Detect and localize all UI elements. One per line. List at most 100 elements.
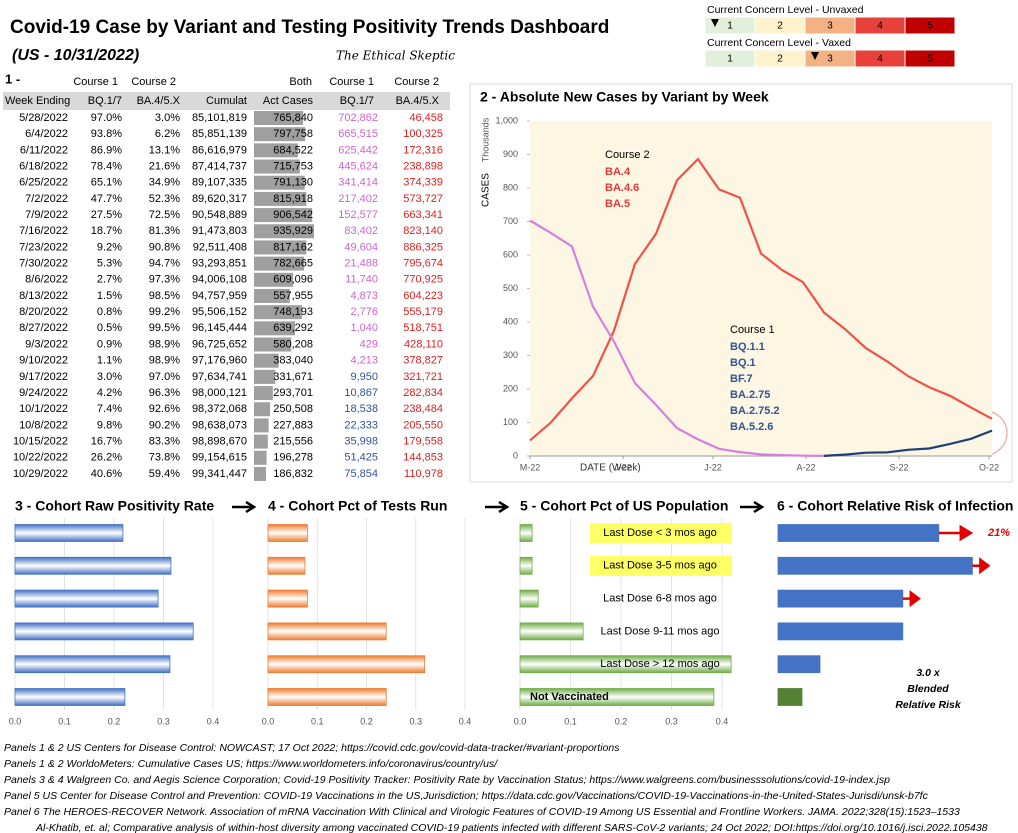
cumulative: 89,620,317 <box>192 193 247 205</box>
arrow <box>485 500 510 514</box>
week-ending: 10/1/2022 <box>19 403 68 415</box>
act-cases: 293,701 <box>273 387 313 399</box>
cumulative: 85,101,819 <box>192 112 247 124</box>
act-cases: 580,208 <box>273 338 313 350</box>
week-ending: 10/15/2022 <box>13 436 68 448</box>
cumulative: 92,511,408 <box>193 241 247 253</box>
footnote: Panels 1 & 2 WorldoMeters: Cumulative Ca… <box>4 758 498 770</box>
bar <box>519 524 533 542</box>
concern-marker <box>711 19 719 27</box>
act-cases-bar <box>254 224 314 239</box>
course1-pct: 27.5% <box>91 209 122 221</box>
act-cases-bar <box>254 466 266 481</box>
act-cases-bar <box>254 111 304 125</box>
x-tick-label: 0.4 <box>207 716 220 726</box>
concern-level: 5 <box>927 54 933 65</box>
act-cases-bar <box>254 418 269 433</box>
footnote: Panel 5 US Center for Disease Control an… <box>4 790 929 802</box>
table-header-top: Course 1 <box>73 76 118 88</box>
x-axis-label: DATE (Week) <box>580 463 641 474</box>
label-highlight <box>590 555 732 576</box>
course1-pct: 78.4% <box>91 160 122 172</box>
act-cases-bar <box>254 337 292 352</box>
act-cases: 748,193 <box>273 306 313 318</box>
category-label: Last Dose 3-5 mos ago <box>603 560 717 572</box>
y-tick-label: 100 <box>503 417 518 427</box>
course1-cases: 341,414 <box>338 177 378 189</box>
course1-cases: 665,515 <box>338 128 378 140</box>
bar <box>519 589 539 608</box>
cumulative: 87,414,737 <box>192 160 247 172</box>
course2-pct: 97.3% <box>149 274 180 286</box>
week-ending: 9/17/2022 <box>19 371 68 383</box>
course2-cases: 555,179 <box>403 306 443 318</box>
week-ending: 7/30/2022 <box>19 258 68 270</box>
bar <box>14 622 194 641</box>
course2-cases: 46,458 <box>409 112 443 124</box>
y-tick-label: 400 <box>503 316 518 326</box>
arrow-label: 21% <box>987 527 1010 539</box>
x-tick-label: 0.3 <box>409 716 422 726</box>
annotation-line: BQ.1 <box>730 357 756 369</box>
x-tick-label: O-22 <box>979 462 999 472</box>
course1-cases: 1,040 <box>350 322 378 334</box>
y-tick-label: 200 <box>503 383 518 393</box>
cumulative: 91,473,803 <box>192 225 247 237</box>
act-cases: 815,918 <box>273 193 313 205</box>
act-cases: 715,753 <box>273 160 313 172</box>
cumulative: 98,638,073 <box>192 419 247 431</box>
course2-cases: 374,339 <box>403 177 443 189</box>
y-tick-label: 800 <box>503 182 518 192</box>
course1-pct: 9.8% <box>97 419 122 431</box>
course2-pct: 21.6% <box>149 160 180 172</box>
act-cases-bar <box>254 240 307 255</box>
act-cases: 186,832 <box>273 468 313 480</box>
plot-background <box>530 121 992 456</box>
course1-pct: 9.2% <box>97 241 122 253</box>
course2-pct: 98.9% <box>149 338 180 350</box>
x-tick-label: 0.0 <box>514 716 527 726</box>
concern-cell <box>904 49 956 68</box>
act-cases: 227,883 <box>273 419 313 431</box>
table-header-top: Course 2 <box>394 76 439 88</box>
concern-marker <box>811 52 819 60</box>
course2-pct: 59.4% <box>149 468 180 480</box>
week-ending: 7/2/2022 <box>25 193 68 205</box>
table-header-top: Course 2 <box>131 76 176 88</box>
course1-pct: 5.3% <box>97 258 122 270</box>
series-line <box>529 157 993 442</box>
course2-cases: 205,550 <box>403 419 443 431</box>
act-cases-bar <box>254 256 305 271</box>
course2-pct: 13.1% <box>149 144 180 156</box>
annotation-line: BA.2.75.2 <box>730 405 780 417</box>
bar <box>519 688 715 706</box>
x-tick-label: 0.1 <box>58 716 71 726</box>
concern-level: 1 <box>727 54 733 65</box>
y-tick-label: 700 <box>503 216 518 226</box>
week-ending: 8/6/2022 <box>25 274 68 286</box>
panel-frame <box>469 83 1013 483</box>
course2-pct: 73.8% <box>149 452 180 464</box>
footnote: Panel 6 The HEROES-RECOVER Network. Asso… <box>4 806 960 818</box>
week-ending: 8/20/2022 <box>19 306 68 318</box>
concern-level: 1 <box>727 21 733 32</box>
course2-pct: 96.3% <box>149 387 180 399</box>
bar <box>777 589 904 608</box>
label-highlight <box>590 523 732 543</box>
course1-cases: 152,577 <box>338 209 378 221</box>
annotation-line: BA.4 <box>605 166 631 178</box>
course1-pct: 4.2% <box>97 387 122 399</box>
course1-pct: 26.2% <box>91 452 122 464</box>
x-tick-label: A-22 <box>796 462 815 472</box>
act-cases: 639,292 <box>273 322 313 334</box>
cumulative: 90,548,889 <box>192 209 247 221</box>
y-axis-label: CASES <box>481 173 492 207</box>
series-line <box>823 429 993 457</box>
cumulative: 99,154,615 <box>192 452 247 464</box>
bar <box>14 524 124 542</box>
act-cases-bar <box>254 434 268 449</box>
cumulative: 96,725,652 <box>192 338 247 350</box>
course1-cases: 429 <box>360 338 378 350</box>
act-cases-bar <box>254 369 276 384</box>
